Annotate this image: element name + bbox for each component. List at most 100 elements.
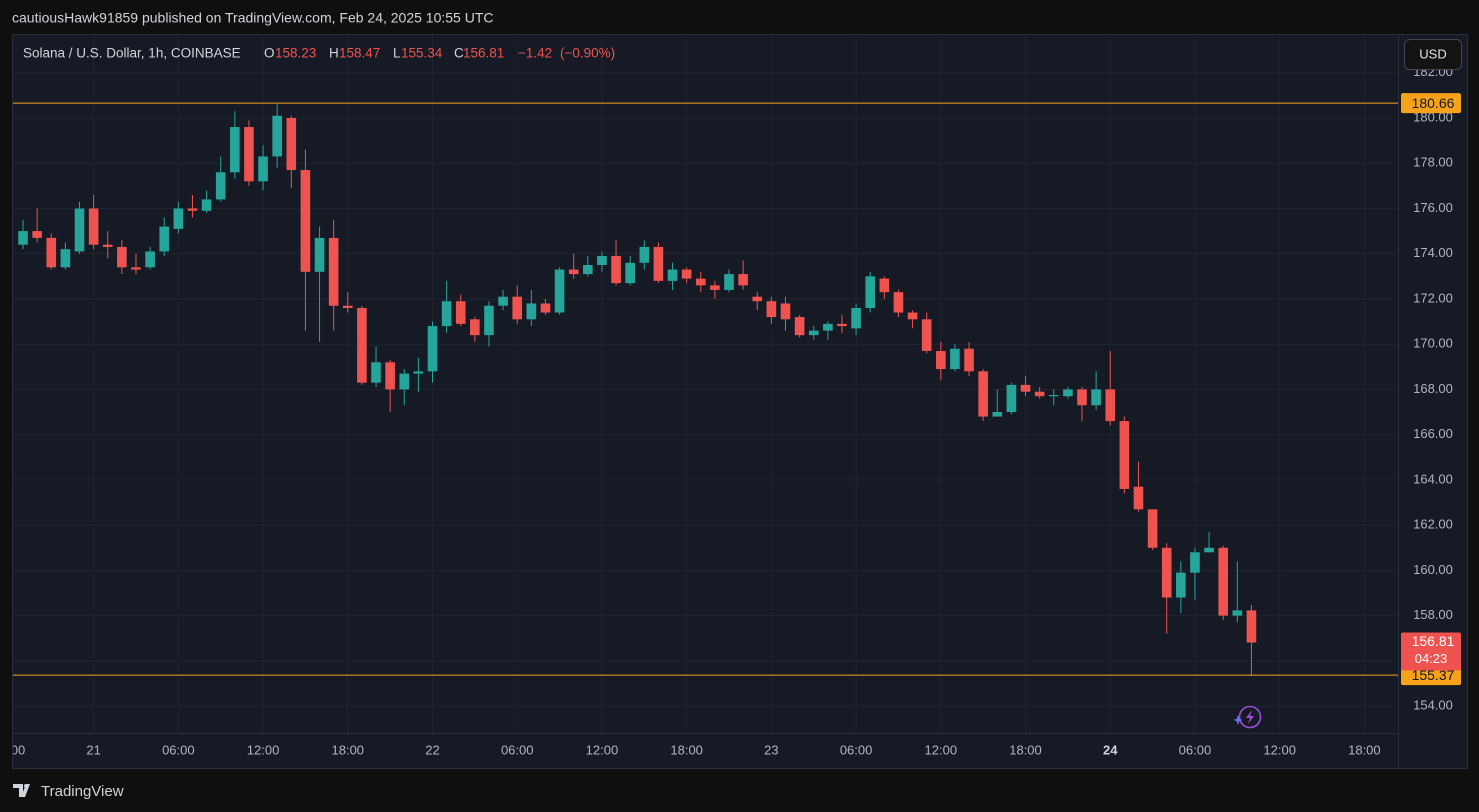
ohlc-value: 155.34 [401, 46, 443, 61]
x-tick-label: 18:00 [670, 742, 703, 757]
candle-body [1246, 610, 1257, 643]
candle-body [272, 115, 282, 157]
candle-body [752, 296, 763, 302]
candle-body [1190, 552, 1200, 573]
ohlc-value: 156.81 [463, 46, 504, 61]
chart-panel [12, 34, 1468, 769]
candle-body [201, 199, 212, 211]
candle-body [879, 278, 890, 293]
candle-body [357, 308, 367, 383]
candle-body [681, 269, 692, 279]
sparkle [1233, 715, 1243, 725]
candle-body [724, 274, 734, 290]
candle-body [484, 305, 494, 336]
candle-body [32, 231, 42, 238]
candle-body [837, 323, 847, 327]
x-tick-label: 12:00 [586, 742, 619, 757]
legend: Solana / U.S. Dollar, 1h, COINBASE O 158.… [23, 46, 615, 61]
candle-body [498, 296, 508, 306]
candle-body [512, 296, 523, 320]
candle-body [667, 269, 678, 281]
candle-body [385, 362, 395, 390]
candle-body [1204, 547, 1214, 553]
ohlc-letter: L [393, 46, 401, 61]
candle-body [1218, 547, 1228, 616]
y-tick-label: 164.00 [1413, 471, 1453, 486]
candle-body [46, 237, 57, 268]
candle-body [18, 231, 28, 245]
lightning-circle[interactable] [1238, 705, 1262, 729]
lightning-icon[interactable] [1233, 705, 1262, 729]
y-tick-label: 172.00 [1413, 290, 1453, 305]
currency-button[interactable]: USD [1404, 39, 1462, 70]
x-tick-label: 18:00 [0, 742, 25, 757]
candle-body [455, 301, 466, 324]
ohlc-letter: H [329, 46, 339, 61]
x-tick-label: 06:00 [840, 742, 873, 757]
candle-body [1232, 610, 1243, 616]
candle-body [597, 255, 607, 266]
lightning-bolt[interactable] [1246, 710, 1254, 724]
candle-body [1091, 389, 1101, 406]
candle-body [710, 285, 720, 290]
candle-body [865, 276, 876, 309]
brand-logo-dot [24, 784, 28, 788]
candle-body [427, 326, 438, 372]
candle-body [992, 412, 1003, 417]
last-price-label: 156.81 [1412, 633, 1455, 649]
candle-body [1034, 391, 1045, 397]
candle-body [540, 303, 551, 313]
candle-body [1048, 395, 1059, 397]
brand: TradingView [13, 783, 124, 800]
candle-body [978, 371, 988, 417]
candle-body [258, 156, 268, 182]
candle-body [88, 208, 99, 245]
y-tick-label: 160.00 [1413, 562, 1453, 577]
time-axis: 18:00 21 06:00 12:00 18:00 22 06:00 12:00 18:00 2… [0, 742, 1381, 757]
price-line-tag [1401, 93, 1461, 114]
candle-body [286, 118, 297, 171]
y-tick-label: 170.00 [1413, 336, 1453, 351]
candle-body [526, 303, 537, 320]
ohlc-letter: C [454, 46, 464, 61]
candle-body [187, 208, 198, 211]
candle-body [921, 319, 932, 351]
x-tick-label: 18:00 [1009, 742, 1042, 757]
x-tick-label: 24 [1103, 742, 1118, 757]
x-tick-label: 06:00 [1179, 742, 1212, 757]
y-tick-label: 154.00 [1413, 698, 1453, 713]
candle-body [611, 255, 621, 284]
symbol-title: Solana / U.S. Dollar, 1h, COINBASE [23, 46, 241, 61]
candle-body [625, 262, 635, 284]
candle-body [936, 350, 946, 370]
candle-body [1077, 389, 1087, 406]
candle-body [780, 303, 791, 320]
x-tick-label: 12:00 [1263, 742, 1296, 757]
y-tick-label: 158.00 [1413, 607, 1453, 622]
y-tick-label: 162.00 [1413, 517, 1453, 532]
candle-body [583, 265, 593, 275]
candle-body [399, 373, 410, 390]
candle-body [1020, 384, 1031, 392]
countdown: 04:23 [1415, 651, 1448, 666]
y-tick-label: 168.00 [1413, 381, 1453, 396]
currency-button-label[interactable]: USD [1419, 46, 1446, 61]
x-tick-label: 12:00 [247, 742, 280, 757]
x-tick-label: 12:00 [925, 742, 958, 757]
candle-body [964, 348, 974, 372]
candle-body [131, 267, 141, 270]
candle-body [568, 269, 579, 275]
candle-body [794, 317, 805, 336]
last-price-tag [1401, 632, 1461, 671]
change: −1.42 [518, 46, 552, 61]
plot [13, 102, 1398, 676]
candle-body [695, 278, 706, 286]
currency-button-box[interactable] [1404, 39, 1462, 70]
x-tick-label: 18:00 [1348, 742, 1381, 757]
candle-body [1176, 572, 1186, 598]
candle-body [1133, 486, 1144, 510]
candle-body [413, 371, 424, 374]
candle-body [117, 246, 127, 268]
candle-body [371, 362, 381, 383]
